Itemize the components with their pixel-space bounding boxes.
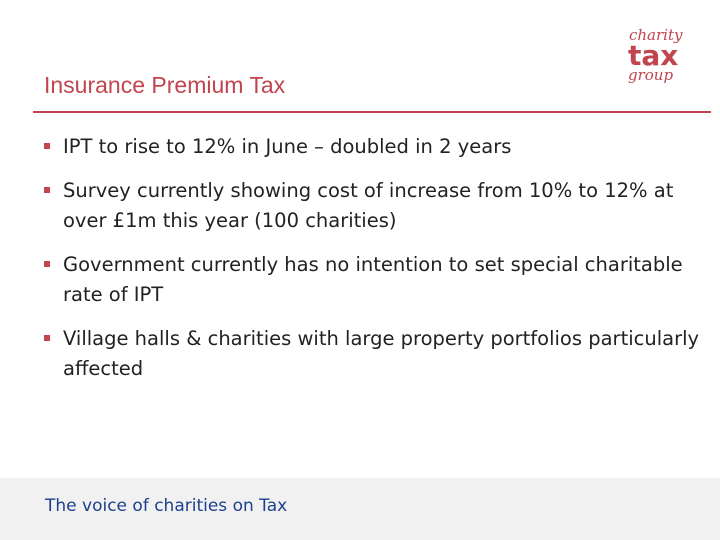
- footer-tagline: The voice of charities on Tax: [45, 496, 288, 516]
- bullet-text: Village halls & charities with large pro…: [63, 327, 700, 380]
- bullet-text: IPT to rise to 12% in June – doubled in …: [63, 135, 512, 158]
- logo-line-group: group: [628, 66, 674, 84]
- footer-bar: The voice of charities on Tax: [0, 478, 720, 540]
- title-divider: [33, 111, 711, 113]
- bullet-list: IPT to rise to 12% in June – doubled in …: [44, 132, 704, 384]
- bullet-item: Survey currently showing cost of increas…: [44, 176, 704, 236]
- charity-tax-group-logo: charity tax group: [628, 28, 688, 83]
- bullet-square-icon: [44, 261, 50, 267]
- logo-line-tax: tax: [628, 39, 679, 72]
- logo-line-charity: charity: [629, 26, 683, 44]
- bullet-item: Government currently has no intention to…: [44, 250, 704, 310]
- bullet-square-icon: [44, 143, 50, 149]
- bullet-square-icon: [44, 187, 50, 193]
- slide-title: Insurance Premium Tax: [44, 72, 286, 98]
- bullet-item: IPT to rise to 12% in June – doubled in …: [44, 132, 704, 162]
- bullet-text: Government currently has no intention to…: [63, 253, 683, 306]
- bullet-text: Survey currently showing cost of increas…: [63, 179, 674, 232]
- bullet-square-icon: [44, 335, 50, 341]
- bullet-item: Village halls & charities with large pro…: [44, 324, 704, 384]
